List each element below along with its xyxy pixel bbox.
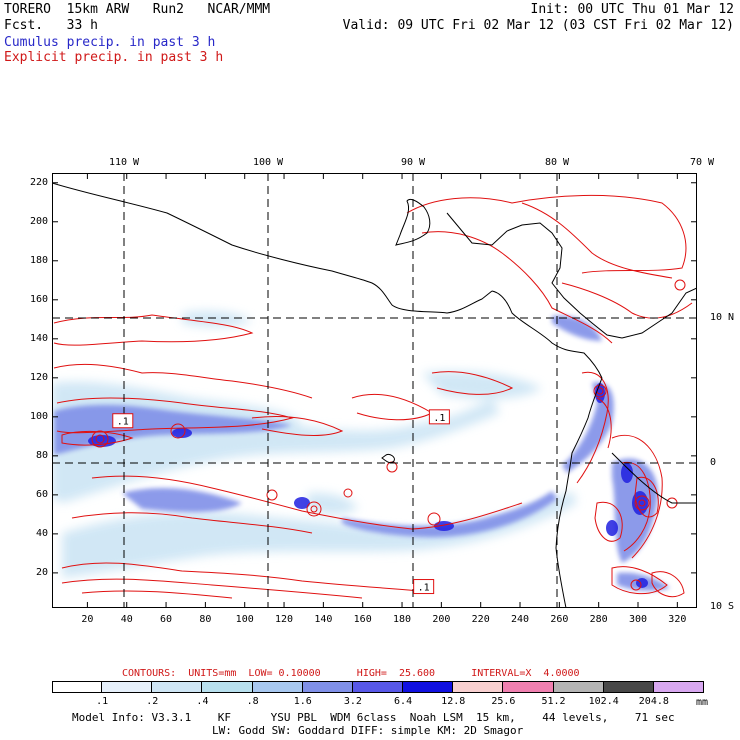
- colorbar-label: 1.6: [293, 696, 312, 707]
- y-tick-label: 60: [35, 488, 48, 500]
- longitude-label: 70 W: [689, 157, 715, 168]
- x-tick-label: 260: [550, 614, 569, 625]
- header-title: TORERO 15km ARW Run2 NCAR/MMM: [4, 2, 271, 17]
- y-tick-label: 140: [29, 332, 48, 344]
- header-init-time: Init: 00 UTC Thu 01 Mar 12: [530, 2, 735, 17]
- colorbar-label: 51.2: [541, 696, 566, 707]
- y-tick-label: 40: [35, 527, 48, 539]
- y-tick-label: 120: [29, 371, 48, 383]
- latlon-grid: [52, 173, 697, 608]
- colorbar-cell: [202, 681, 253, 693]
- colorbar-cell: [352, 681, 404, 693]
- x-tick-label: 280: [589, 614, 608, 625]
- value-markers: .1 .1 .1: [112, 409, 450, 595]
- colorbar-frame: [52, 681, 704, 693]
- svg-text:.1: .1: [433, 413, 445, 424]
- map-frame: [52, 173, 697, 608]
- colorbar-label: 102.4: [588, 696, 619, 707]
- model-info: Model Info: V3.3.1 KF YSU PBL WDM 6class…: [72, 711, 675, 724]
- value-marker: .1: [428, 409, 450, 425]
- colorbar-cell: [52, 681, 103, 693]
- x-tick-label: 240: [510, 614, 530, 625]
- x-tick-label: 100: [235, 614, 254, 625]
- colorbar-label: 204.8: [638, 696, 669, 707]
- colorbar-cell: [102, 681, 153, 693]
- colorbar-label: .4: [196, 696, 209, 707]
- longitude-label: 90 W: [400, 157, 426, 168]
- x-tick-label: 140: [314, 614, 333, 625]
- longitude-label: 100 W: [252, 157, 284, 168]
- colorbar-label: .1: [96, 696, 109, 707]
- colorbar-cell: [302, 681, 353, 693]
- y-tick-label: 80: [35, 449, 48, 461]
- header-valid-time: Valid: 09 UTC Fri 02 Mar 12 (03 CST Fri …: [342, 18, 734, 33]
- x-tick-label: 180: [392, 614, 412, 625]
- x-tick-label: 80: [199, 614, 212, 625]
- colorbar-cell: [553, 681, 604, 693]
- contour-info: CONTOURS: UNITS=mm LOW= 0.10000 HIGH= 25…: [122, 668, 580, 679]
- longitude-label: 110 W: [108, 157, 140, 168]
- colorbar-label: 25.6: [491, 696, 516, 707]
- y-tick-label: 200: [29, 215, 48, 227]
- legend-explicit: Explicit precip. in past 3 h: [4, 50, 224, 65]
- y-tick-label: 180: [29, 254, 48, 266]
- x-tick-label: 200: [432, 614, 451, 625]
- latitude-label: 10 N: [710, 312, 735, 323]
- colorbar-unit: mm: [696, 697, 709, 708]
- colorbar-cell: [403, 681, 454, 693]
- legend-cumulus: Cumulus precip. in past 3 h: [4, 35, 216, 50]
- precipitation-map: .1 .1 .1: [52, 173, 697, 608]
- y-tick-label: 220: [29, 176, 48, 188]
- colorbar-label: .2: [146, 696, 159, 707]
- longitude-label: 80 W: [544, 157, 570, 168]
- x-tick-label: 160: [353, 614, 372, 625]
- colorbar-cell: [453, 681, 504, 693]
- colorbar-cell: [503, 681, 554, 693]
- value-marker: .1: [112, 413, 134, 429]
- header-forecast-hour: Fcst. 33 h: [4, 18, 98, 33]
- colorbar-label: 12.8: [441, 696, 466, 707]
- svg-text:.1: .1: [117, 417, 129, 428]
- x-tick-label: 320: [668, 614, 687, 625]
- x-tick-label: 120: [275, 614, 294, 625]
- colorbar: [52, 681, 705, 693]
- latitude-label: 10 S: [710, 601, 735, 612]
- y-tick-label: 160: [29, 293, 48, 305]
- colorbar-cell: [252, 681, 303, 693]
- x-tick-label: 300: [628, 614, 648, 625]
- y-tick-label: 100: [29, 410, 48, 422]
- value-marker: .1: [413, 579, 435, 595]
- colorbar-cell: [603, 681, 654, 693]
- explicit-precip-contours: [53, 194, 693, 599]
- colorbar-cell: [152, 681, 203, 693]
- colorbar-label: 3.2: [343, 696, 362, 707]
- x-tick-label: 60: [160, 614, 173, 625]
- colorbar-label: .8: [246, 696, 259, 707]
- x-tick-label: 20: [81, 614, 94, 625]
- colorbar-label: 6.4: [394, 696, 413, 707]
- latitude-label: 0: [710, 457, 717, 468]
- x-tick-label: 220: [471, 614, 490, 625]
- x-tick-label: 40: [120, 614, 133, 625]
- physics-info: LW: Godd SW: Goddard DIFF: simple KM: 2D…: [212, 724, 524, 737]
- svg-text:.1: .1: [418, 583, 430, 594]
- y-tick-label: 20: [35, 566, 48, 578]
